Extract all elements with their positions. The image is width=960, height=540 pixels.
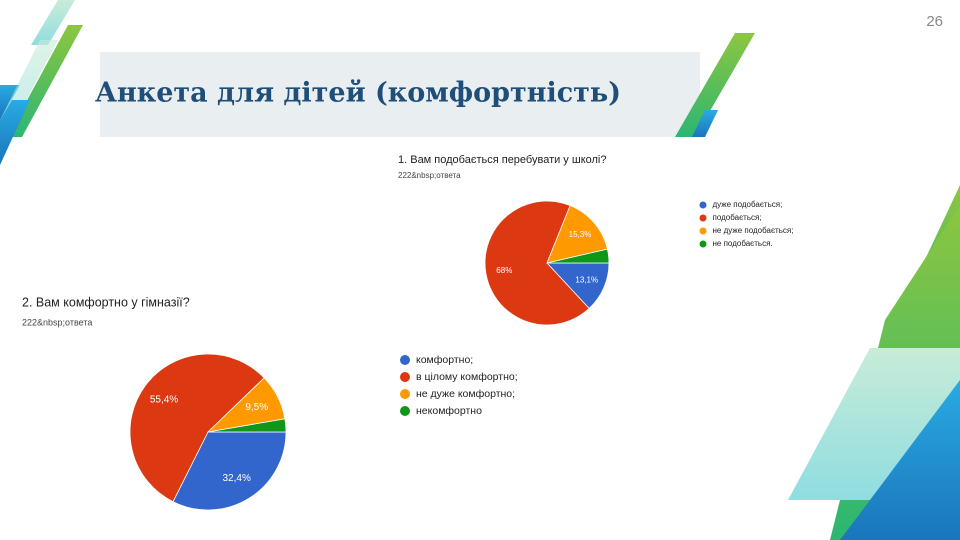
- legend-marker: [400, 372, 410, 382]
- page-number: 26: [926, 13, 943, 30]
- legend-marker: [699, 214, 707, 222]
- data-label: 55,4%: [150, 394, 178, 405]
- pie-slice: [129, 353, 265, 503]
- chart-subtitle: 222&nbsp;ответа: [22, 317, 92, 327]
- legend-marker: [400, 355, 410, 365]
- pie-slice: [484, 200, 590, 326]
- legend-label: не дуже подобається;: [713, 226, 794, 235]
- chart-title: 2. Вам комфортно у гімназії?: [22, 295, 190, 309]
- legend-label: в цілому комфортно;: [416, 371, 518, 383]
- pie-slice: [546, 248, 610, 264]
- legend-label: дуже подобається;: [713, 200, 783, 209]
- data-label: 15,3%: [569, 230, 592, 239]
- legend-marker: [699, 201, 707, 209]
- chart-title: 1. Вам подобається перебувати у школі?: [398, 154, 606, 166]
- data-label: 68%: [496, 266, 512, 275]
- legend-marker: [400, 389, 410, 399]
- data-label: 32,4%: [222, 473, 250, 484]
- pie-slice: [546, 204, 608, 264]
- legend-marker: [400, 406, 410, 416]
- chart-subtitle: 222&nbsp;ответа: [398, 171, 461, 180]
- pie-slice: [172, 431, 287, 511]
- legend-marker: [699, 227, 707, 235]
- data-label: 13,1%: [575, 275, 598, 284]
- slide-title: Анкета для дітей (комфортність): [95, 78, 621, 109]
- legend-label: комфортно;: [416, 354, 473, 366]
- pie-slice: [207, 418, 287, 433]
- legend-label: не дуже комфортно;: [416, 388, 515, 400]
- legend-label: не подобається.: [713, 239, 773, 248]
- legend-marker: [699, 240, 707, 248]
- legend-label: некомфортно: [416, 405, 482, 417]
- data-label: 9,5%: [245, 402, 268, 413]
- legend-label: подобається;: [713, 213, 762, 222]
